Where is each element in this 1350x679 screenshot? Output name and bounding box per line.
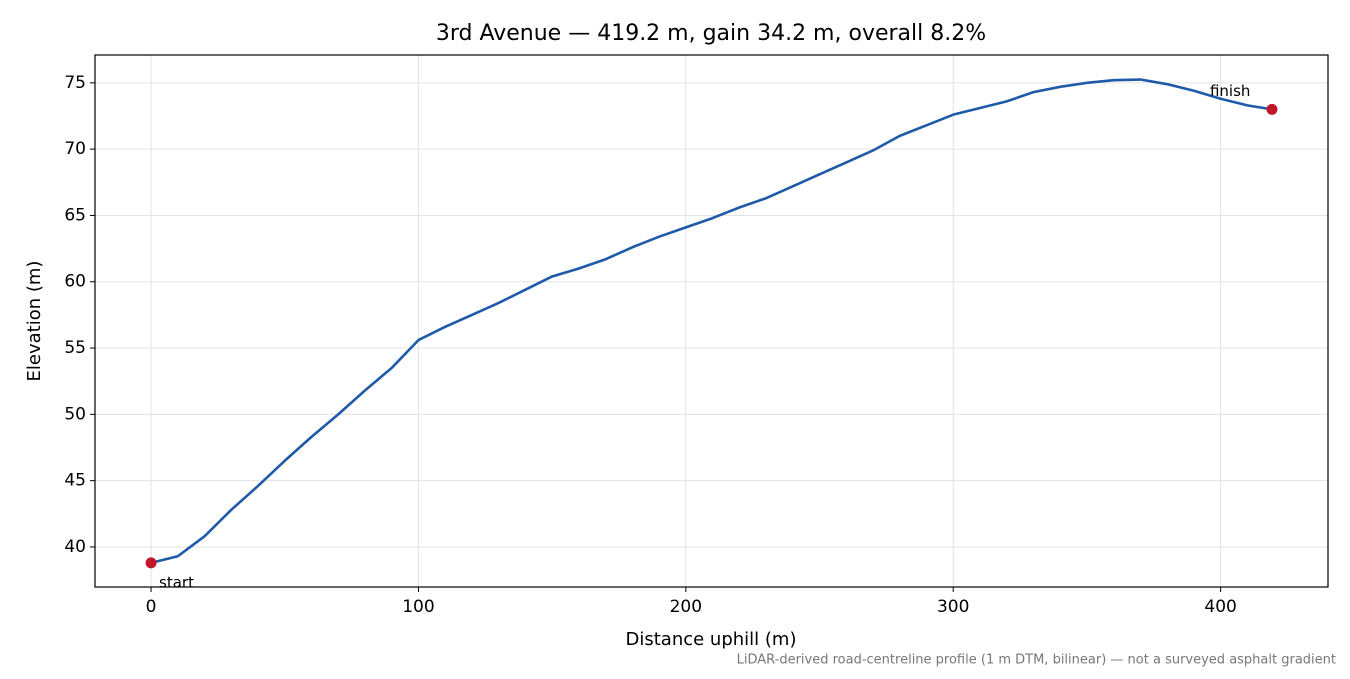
y-axis-label: Elevation (m) (24, 261, 45, 382)
footnote: LiDAR-derived road-centreline profile (1… (737, 653, 1336, 668)
y-tick-label: 55 (64, 338, 86, 358)
y-tick-label: 65 (64, 205, 86, 225)
y-tick-label: 70 (64, 139, 86, 159)
endpoint-marker (1266, 103, 1278, 115)
annotation-label: start (159, 573, 194, 591)
chart-title: 3rd Avenue — 419.2 m, gain 34.2 m, overa… (436, 21, 986, 46)
x-tick-label: 300 (937, 597, 969, 617)
y-tick-label: 50 (64, 404, 86, 424)
x-axis-label: Distance uphill (m) (626, 629, 797, 650)
y-tick-label: 40 (64, 537, 86, 557)
x-tick-label: 100 (402, 597, 434, 617)
endpoint-marker (145, 557, 157, 569)
y-tick-label: 60 (64, 272, 86, 292)
x-tick-label: 200 (670, 597, 702, 617)
y-tick-label: 45 (64, 471, 86, 491)
plot-frame (94, 54, 1329, 588)
y-tick-label: 75 (64, 73, 86, 93)
annotation-label: finish (1210, 82, 1250, 100)
x-tick-label: 400 (1204, 597, 1236, 617)
x-tick-label: 0 (146, 597, 157, 617)
elevation-line (150, 78, 1273, 565)
